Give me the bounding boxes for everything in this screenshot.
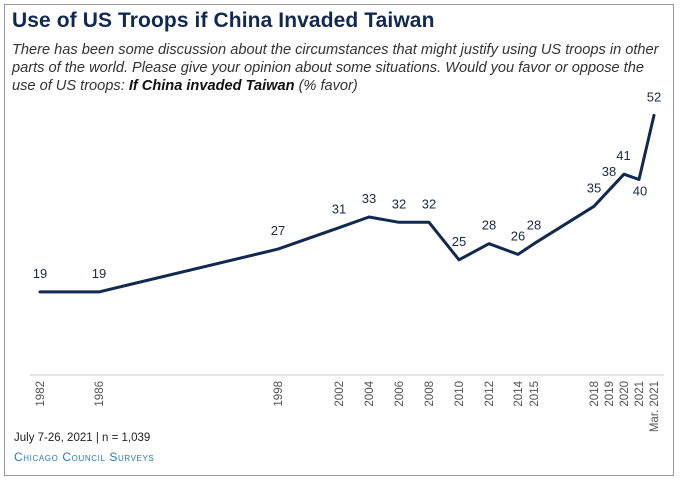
data-label: 19 — [92, 266, 106, 281]
x-tick-label: Mar. 2021 — [649, 381, 661, 432]
x-tick-label: 2018 — [589, 381, 601, 407]
x-tick-label: 1998 — [273, 381, 285, 407]
data-label: 32 — [392, 196, 406, 211]
source-credit: Chicago Council Surveys — [14, 450, 155, 464]
data-label: 32 — [422, 196, 436, 211]
x-tick-label: 2014 — [513, 380, 525, 406]
data-label: 25 — [452, 234, 466, 249]
survey-footnote: July 7-26, 2021 | n = 1,039 — [14, 432, 151, 444]
data-label: 26 — [511, 228, 525, 243]
subtitle-unit: (% favor) — [294, 78, 358, 94]
x-tick-label: 2015 — [529, 381, 541, 407]
chart-frame — [4, 4, 674, 476]
data-label: 28 — [482, 218, 496, 233]
x-tick-label: 2004 — [364, 380, 376, 406]
x-tick-label: 1986 — [94, 381, 106, 407]
data-label: 27 — [271, 223, 285, 238]
data-label: 19 — [33, 266, 47, 281]
subtitle-text: There has been some discussion about the… — [12, 42, 659, 94]
x-tick-label: 2010 — [454, 381, 466, 407]
x-tick-label: 2002 — [334, 381, 346, 407]
x-tick-label: 2019 — [604, 381, 616, 407]
chart-title: Use of US Troops if China Invaded Taiwan — [12, 9, 435, 32]
subtitle-emphasis: If China invaded Taiwan — [128, 78, 295, 94]
x-tick-label: 2008 — [424, 381, 436, 407]
x-tick-label: 2006 — [394, 381, 406, 407]
x-tick-label: 2021 — [634, 381, 646, 407]
data-label: 31 — [332, 202, 346, 217]
chart-subtitle: There has been some discussion about the… — [12, 41, 662, 95]
data-label: 33 — [362, 191, 376, 206]
data-label: 52 — [647, 89, 661, 104]
data-label: 35 — [587, 180, 601, 195]
data-label: 40 — [633, 184, 647, 199]
x-tick-label: 1982 — [35, 381, 47, 407]
data-label: 28 — [527, 218, 541, 233]
data-label: 38 — [602, 164, 616, 179]
series-line-favor — [38, 113, 656, 294]
x-tick-label: 2020 — [619, 381, 631, 407]
x-tick-label: 2012 — [484, 381, 496, 407]
data-label: 41 — [616, 148, 630, 163]
